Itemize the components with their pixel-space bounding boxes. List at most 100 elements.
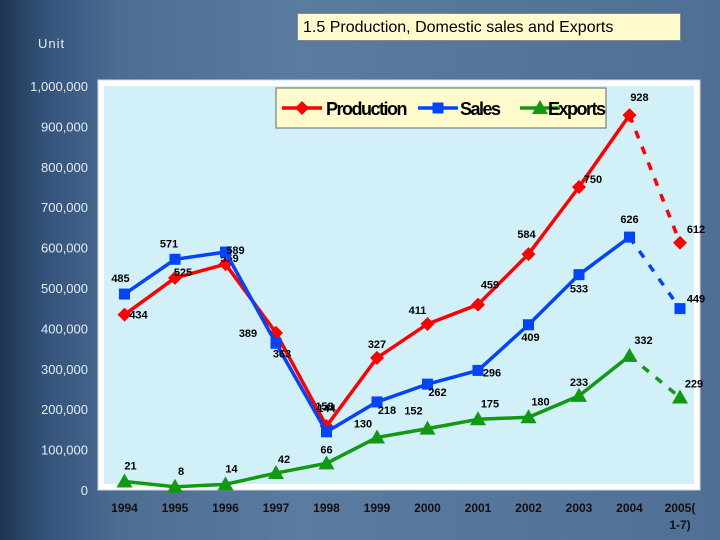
production-data-label: 612 [687,224,705,236]
x-tick-label: 2001 [465,501,492,515]
y-tick-label: 1,000,000 [30,79,88,94]
exports-point [672,389,688,404]
exports-series-dashed-segment [628,354,682,399]
legend: Production Sales Exports [275,87,608,129]
x-tick-label: 2002 [515,501,542,515]
production-data-label: 411 [409,305,427,317]
production-data-label: 525 [174,267,192,279]
exports-data-label: 229 [685,378,703,390]
exports-point [369,429,385,444]
exports-point [116,473,133,488]
legend-exports-label: Exports [548,99,606,119]
production-data-label: 584 [517,229,536,241]
production-data-label: 158 [315,401,333,413]
sales-data-label: 589 [226,245,244,257]
production-point [622,108,637,123]
sales-point [674,303,686,315]
exports-data-label: 21 [124,461,136,473]
exports-data-label: 66 [320,444,332,456]
sales-data-label: 218 [378,405,396,417]
x-tick-label: 1998 [313,501,340,515]
exports-point [167,478,183,493]
exports-point [268,465,284,480]
exports-data-label: 180 [531,396,549,408]
x-tick-label: 1996 [212,501,239,515]
sales-data-label: 626 [620,214,638,226]
sales-data-label: 571 [160,238,178,250]
sales-data-label: 409 [521,332,539,344]
y-tick-label: 300,000 [41,362,88,377]
sales-point [220,246,231,258]
production-point [370,350,384,365]
legend-production-marker [295,101,309,115]
sales-point [119,288,130,300]
x-tick-label: 2003 [566,501,593,515]
sales-point [270,337,282,349]
exports-data-label: 14 [225,463,238,475]
sales-point [472,364,484,376]
y-tick-label: 400,000 [41,321,88,336]
production-point [471,297,485,312]
exports-point [621,347,638,362]
sales-point [573,269,585,281]
sales-series-dashed-segment [628,236,682,310]
production-data-label: 327 [368,339,386,351]
sales-point [321,426,332,438]
sales-data-label: 449 [687,294,705,306]
legend-sales-label: Sales [460,99,501,119]
production-point [168,270,182,285]
exports-point [470,411,486,426]
y-tick-label: 200,000 [41,402,88,417]
sales-point [371,396,383,408]
y-tick-label: 100,000 [41,443,88,458]
exports-data-label: 152 [404,406,422,418]
sales-data-label: 485 [111,273,129,285]
sales-data-label: 363 [273,348,291,360]
production-point [521,247,536,262]
production-data-label: 459 [481,280,499,292]
exports-data-label: 233 [570,377,588,389]
production-point [117,307,132,322]
y-tick-label: 600,000 [41,241,88,256]
exports-point [419,420,436,435]
exports-data-label: 175 [481,398,499,410]
plot-inner-background [104,86,694,484]
exports-data-label: 332 [634,335,652,347]
x-tick-label: 1999 [364,501,391,515]
exports-point [520,409,537,424]
production-series-dashed-segment [627,114,682,244]
production-data-label: 928 [630,92,648,104]
sales-point [624,231,635,243]
production-data-label: 750 [584,174,602,186]
production-point [673,235,687,250]
sales-data-label: 296 [483,367,501,379]
x-tick-label: 1995 [162,501,189,515]
sales-data-label: 533 [570,284,588,296]
y-tick-label: 800,000 [41,160,88,175]
exports-point [571,387,587,402]
exports-point [217,476,234,491]
sales-point [169,253,181,265]
exports-data-label: 42 [278,454,290,466]
sales-data-label: 262 [428,387,446,399]
y-tick-label: 0 [81,483,88,498]
legend-exports-marker [532,100,548,114]
x-tick-label: 2000 [414,501,441,515]
y-tick-label: 700,000 [41,200,88,215]
exports-point [318,455,335,470]
y-tick-label: 500,000 [41,281,88,296]
exports-data-label: 8 [178,466,184,478]
y-tick-label: 900,000 [41,119,88,134]
production-point [572,180,586,194]
unit-label: Unit [38,36,66,51]
exports-data-label: 130 [354,418,372,430]
chart-title: 1.5 Production, Domestic sales and Expor… [297,13,681,41]
legend-sales-marker [432,102,444,114]
x-tick-label: 1997 [263,501,290,515]
production-point [420,316,435,331]
sales-point [523,319,534,331]
sales-point [422,378,433,390]
x-tick-label: 2005(1-7) [665,501,696,532]
